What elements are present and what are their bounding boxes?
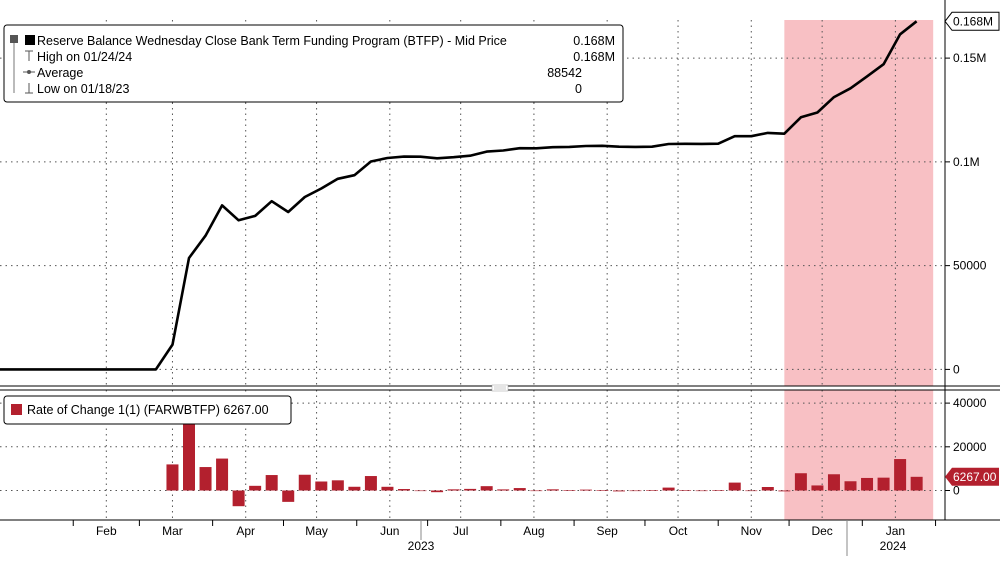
y-tick-label: 40000 [953, 396, 987, 410]
roc-bar [745, 490, 758, 492]
y-tick-label: 20000 [953, 440, 987, 454]
roc-bar [827, 474, 840, 491]
y-tick-label: 50000 [953, 259, 987, 273]
roc-bar [629, 490, 642, 492]
roc-bar [596, 490, 609, 491]
roc-bar [679, 490, 692, 491]
y-tick-label: 0 [953, 362, 960, 376]
roc-bar [563, 490, 576, 491]
x-tick-label: Aug [523, 524, 544, 538]
last-value-callout: 0.168M [944, 11, 1000, 31]
x-tick-label: Mar [162, 524, 183, 538]
roc-bar [695, 490, 708, 492]
roc-bar [249, 485, 262, 491]
roc-bar [381, 486, 394, 491]
year-label-2023: 2023 [408, 539, 435, 553]
roc-bar [431, 490, 444, 493]
roc-bar [331, 480, 344, 491]
roc-bar [894, 459, 907, 491]
x-tick-label: Jan [886, 524, 905, 538]
roc-bar [364, 476, 377, 491]
roc-bar [497, 489, 510, 491]
x-tick-label: Dec [811, 524, 832, 538]
x-tick-label: Jul [453, 524, 468, 538]
roc-bar [761, 486, 774, 491]
roc-bar [447, 489, 460, 491]
legend-average-value: 88542 [547, 66, 582, 80]
bottom-legend-label: Rate of Change 1(1) (FARWBTFP) 6267.00 [27, 403, 269, 417]
roc-bar [778, 490, 791, 492]
roc-bar [232, 490, 245, 507]
x-tick-label: May [305, 524, 328, 538]
legend-high-label: High on 01/24/24 [37, 50, 132, 64]
roc-bar [579, 489, 592, 491]
roc-bar [298, 474, 311, 491]
roc-bar [216, 458, 229, 491]
legend-series-value: 0.168M [573, 34, 615, 48]
roc-bar [877, 477, 890, 491]
x-tick-label: Feb [96, 524, 117, 538]
average-marker-icon [23, 70, 35, 74]
last-value-label: 0.168M [953, 14, 993, 28]
legend-low-value: 0 [575, 82, 582, 96]
y-tick-label: 0.1M [953, 155, 980, 169]
bottom-legend[interactable]: Rate of Change 1(1) (FARWBTFP) 6267.00 [3, 395, 292, 425]
roc-bar [910, 476, 923, 491]
roc-bar [315, 481, 328, 491]
roc-bar [844, 481, 857, 491]
roc-bar [861, 477, 874, 491]
roc-bar [282, 490, 295, 502]
roc-bar [546, 489, 559, 491]
year-label-2024: 2024 [880, 539, 907, 553]
roc-bar [728, 482, 741, 491]
series-swatch-icon [25, 35, 35, 45]
bottom-y-axis-ticks: 0 20000 40000 [945, 396, 987, 498]
low-marker-icon [25, 83, 33, 94]
roc-bar [166, 464, 179, 491]
roc-bar [348, 486, 361, 491]
high-marker-icon [25, 50, 33, 61]
panel-resize-handle[interactable] [491, 384, 509, 392]
legend-high-value: 0.168M [573, 50, 615, 64]
roc-bar [811, 485, 824, 491]
x-tick-label: Sep [596, 524, 618, 538]
x-tick-label: Oct [669, 524, 688, 538]
highlight-region-bottom [784, 390, 934, 520]
btfp-series-line [0, 20, 918, 371]
x-tick-label: Jun [380, 524, 399, 538]
top-y-axis-ticks: 0 50000 0.1M 0.15M [945, 51, 987, 376]
roc-bar [414, 490, 427, 492]
roc-bar [794, 473, 807, 491]
legend-low-label: Low on 01/18/23 [37, 82, 129, 96]
x-tick-label: Apr [236, 524, 255, 538]
roc-bar [530, 490, 543, 492]
y-tick-label: 0 [953, 484, 960, 498]
roc-bar [480, 486, 493, 491]
roc-bar [712, 490, 725, 491]
roc-bar [199, 467, 212, 491]
roc-bar [265, 475, 278, 491]
bar-swatch-icon [11, 404, 22, 415]
collapse-icon[interactable] [10, 35, 18, 43]
legend-average-label: Average [37, 66, 83, 80]
x-tick-label: Nov [741, 524, 762, 538]
top-legend[interactable]: Reserve Balance Wednesday Close Bank Ter… [3, 24, 624, 103]
roc-bar [464, 488, 477, 491]
roc-bar [646, 490, 659, 491]
x-axis-ticks: Feb Mar Apr May Jun Jul Aug Sep Oct Nov Dec Jan [72, 520, 937, 538]
bar-value-label: 6267.00 [953, 470, 997, 484]
roc-bar [397, 489, 410, 491]
roc-bar [612, 490, 625, 492]
legend-series-label: Reserve Balance Wednesday Close Bank Ter… [37, 34, 507, 48]
roc-bar [662, 487, 675, 491]
bar-value-callout: 6267.00 [945, 467, 999, 486]
roc-bar [513, 488, 526, 491]
y-tick-label: 0.15M [953, 51, 986, 65]
highlight-region-top [784, 20, 934, 386]
